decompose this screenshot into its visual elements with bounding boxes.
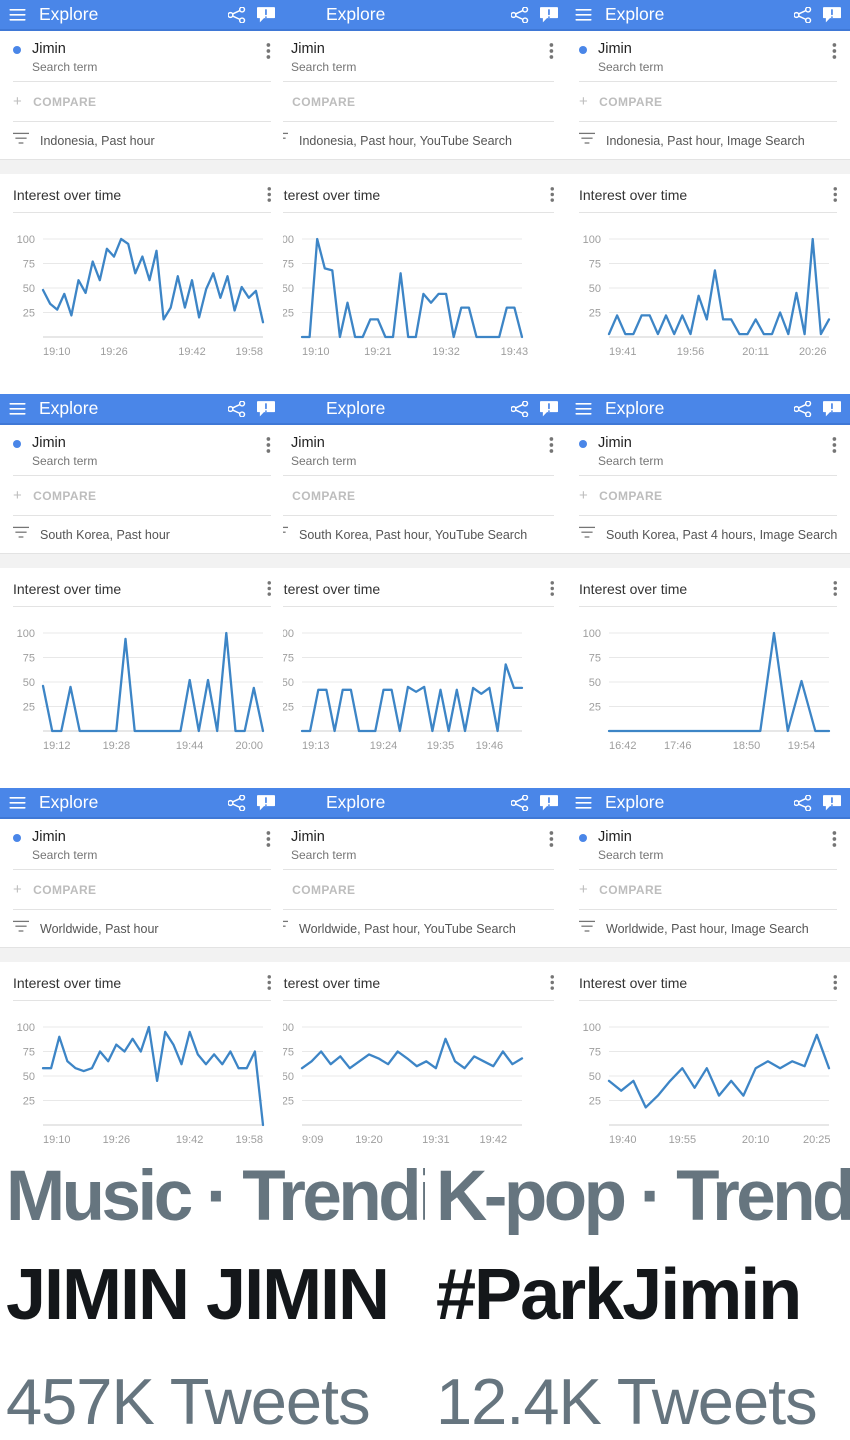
svg-text:100: 100 [283,1022,294,1034]
svg-text:25: 25 [23,308,35,320]
svg-text:50: 50 [589,677,601,689]
svg-text:50: 50 [23,677,35,689]
svg-text:20:11: 20:11 [742,346,769,358]
svg-text:19:21: 19:21 [364,346,392,358]
svg-text:19:58: 19:58 [235,346,263,358]
svg-text:100: 100 [583,628,601,640]
svg-text:50: 50 [589,283,601,295]
svg-text:19:42: 19:42 [480,1134,508,1146]
svg-text:25: 25 [283,1096,294,1108]
svg-text:19:56: 19:56 [677,346,705,358]
svg-text:20:26: 20:26 [799,346,827,358]
svg-text:25: 25 [23,1096,35,1108]
svg-text:19:55: 19:55 [669,1134,697,1146]
svg-text:50: 50 [23,283,35,295]
svg-text:25: 25 [23,702,35,714]
svg-text:18:50: 18:50 [733,740,761,752]
svg-text:19:10: 19:10 [43,1134,71,1146]
svg-text:50: 50 [283,677,294,689]
svg-text:75: 75 [589,1047,601,1059]
svg-text:100: 100 [583,234,601,246]
svg-text:19:40: 19:40 [609,1134,637,1146]
svg-text:100: 100 [17,628,35,640]
svg-text:100: 100 [17,1022,35,1034]
svg-text:25: 25 [589,702,601,714]
svg-text:75: 75 [23,259,35,271]
svg-text:75: 75 [23,653,35,665]
svg-text:19:28: 19:28 [103,740,131,752]
svg-text:19:44: 19:44 [176,740,204,752]
svg-text:50: 50 [589,1071,601,1083]
svg-text:16:42: 16:42 [609,740,637,752]
svg-text:20:25: 20:25 [803,1134,831,1146]
svg-text:75: 75 [283,1047,294,1059]
svg-text:50: 50 [23,1071,35,1083]
svg-text:19:42: 19:42 [176,1134,204,1146]
svg-text:25: 25 [589,1096,601,1108]
svg-text:20:00: 20:00 [235,740,263,752]
svg-text:19:43: 19:43 [501,346,529,358]
svg-text:19:32: 19:32 [432,346,460,358]
svg-text:17:46: 17:46 [664,740,692,752]
svg-text:50: 50 [283,283,294,295]
svg-text:20:10: 20:10 [742,1134,770,1146]
svg-text:19:12: 19:12 [43,740,71,752]
svg-text:19:13: 19:13 [302,740,330,752]
svg-text:19:58: 19:58 [235,1134,263,1146]
svg-text:19:26: 19:26 [103,1134,131,1146]
svg-text:19:24: 19:24 [370,740,398,752]
svg-text:75: 75 [589,653,601,665]
svg-text:100: 100 [583,1022,601,1034]
svg-text:19:10: 19:10 [43,346,71,358]
svg-text:100: 100 [283,628,294,640]
svg-text:19:31: 19:31 [422,1134,450,1146]
svg-text:25: 25 [283,702,294,714]
svg-text:75: 75 [23,1047,35,1059]
svg-text:100: 100 [17,234,35,246]
svg-text:25: 25 [283,308,294,320]
svg-text:50: 50 [283,1071,294,1083]
svg-text:19:10: 19:10 [302,346,330,358]
svg-text:100: 100 [283,234,294,246]
svg-text:75: 75 [589,259,601,271]
svg-text:9:09: 9:09 [302,1134,323,1146]
svg-text:25: 25 [589,308,601,320]
svg-text:75: 75 [283,259,294,271]
svg-text:19:35: 19:35 [427,740,455,752]
svg-text:19:20: 19:20 [355,1134,383,1146]
svg-text:75: 75 [283,653,294,665]
svg-text:19:46: 19:46 [476,740,504,752]
svg-text:19:42: 19:42 [178,346,206,358]
svg-text:19:41: 19:41 [609,346,637,358]
svg-text:19:26: 19:26 [100,346,128,358]
svg-text:19:54: 19:54 [788,740,816,752]
